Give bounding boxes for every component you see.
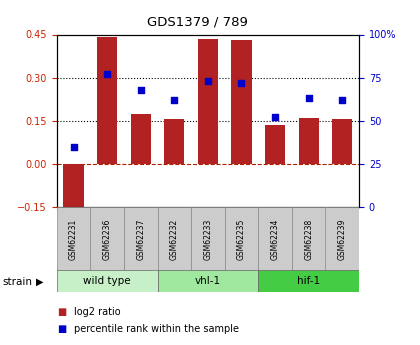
Bar xyxy=(292,207,326,271)
Bar xyxy=(258,207,292,271)
Text: GSM62239: GSM62239 xyxy=(338,218,347,259)
Text: ■: ■ xyxy=(57,325,66,334)
Text: GSM62236: GSM62236 xyxy=(102,218,112,259)
Text: GDS1379 / 789: GDS1379 / 789 xyxy=(147,16,248,29)
Point xyxy=(104,71,110,77)
Bar xyxy=(299,118,319,164)
Bar xyxy=(63,164,84,218)
Text: vhl-1: vhl-1 xyxy=(195,276,221,286)
Bar xyxy=(258,270,359,292)
Point xyxy=(70,144,77,149)
Bar xyxy=(90,207,124,271)
Text: strain: strain xyxy=(2,277,32,287)
Text: GSM62231: GSM62231 xyxy=(69,218,78,259)
Point xyxy=(305,96,312,101)
Point xyxy=(272,115,278,120)
Text: ■: ■ xyxy=(57,307,66,317)
Bar xyxy=(158,270,258,292)
Point xyxy=(205,78,211,84)
Point xyxy=(171,97,178,103)
Bar xyxy=(231,40,252,164)
Text: hif-1: hif-1 xyxy=(297,276,320,286)
Text: GSM62235: GSM62235 xyxy=(237,218,246,259)
Text: GSM62237: GSM62237 xyxy=(136,218,145,259)
Bar xyxy=(332,119,352,164)
Text: GSM62238: GSM62238 xyxy=(304,218,313,259)
Bar xyxy=(124,207,158,271)
Bar xyxy=(191,207,225,271)
Text: GSM62234: GSM62234 xyxy=(270,218,280,259)
Bar xyxy=(265,125,285,164)
Bar xyxy=(131,114,151,164)
Bar xyxy=(158,207,191,271)
Point xyxy=(339,97,346,103)
Text: GSM62232: GSM62232 xyxy=(170,218,179,259)
Bar xyxy=(198,39,218,164)
Text: GSM62233: GSM62233 xyxy=(203,218,213,259)
Bar xyxy=(97,37,117,164)
Text: percentile rank within the sample: percentile rank within the sample xyxy=(74,325,239,334)
Point xyxy=(137,87,144,92)
Bar xyxy=(57,207,90,271)
Text: ▶: ▶ xyxy=(36,277,44,287)
Bar xyxy=(164,119,184,164)
Point xyxy=(238,80,245,86)
Bar xyxy=(225,207,258,271)
Bar xyxy=(326,207,359,271)
Bar xyxy=(57,270,158,292)
Text: log2 ratio: log2 ratio xyxy=(74,307,120,317)
Text: wild type: wild type xyxy=(83,276,131,286)
